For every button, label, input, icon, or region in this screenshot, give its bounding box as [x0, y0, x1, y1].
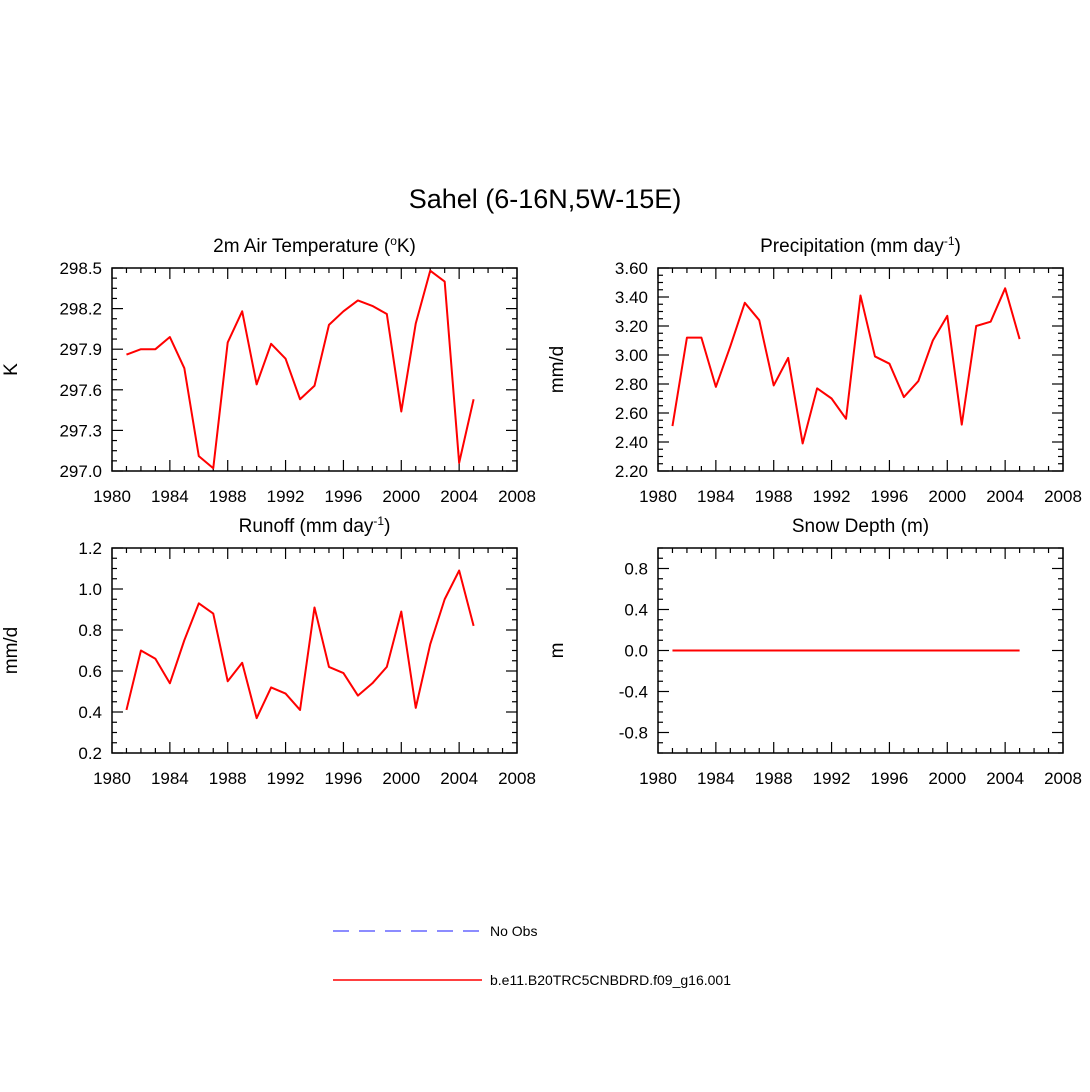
x-tick-label: 1984: [151, 769, 189, 788]
panel-top-left: 2m Air Temperature (oK) K 1980 1984 1988 1992…: [1, 234, 536, 506]
x-tick-label: 1992: [267, 487, 305, 506]
x-tick-label: 1992: [813, 769, 851, 788]
legend: No Obs b.e11.B20TRC5CNBDRD.f09_g16.001: [333, 923, 731, 988]
y-tick-label: 1.2: [78, 539, 102, 558]
y-tick-label: 2.20: [615, 462, 648, 481]
x-tick-label: 2000: [928, 769, 966, 788]
x-tick-label: 1992: [267, 769, 305, 788]
y-tick-label: 297.6: [59, 381, 102, 400]
x-tick-label: 1984: [697, 769, 735, 788]
x-tick-label: 1988: [209, 769, 247, 788]
x-tick-label: 1980: [639, 487, 677, 506]
y-tick-label: 3.60: [615, 259, 648, 278]
y-tick-label: 1.0: [78, 580, 102, 599]
x-tick-label: 2000: [928, 487, 966, 506]
panel-title: 2m Air Temperature (oK): [213, 234, 416, 257]
panel-title: Snow Depth (m): [792, 516, 929, 537]
y-tick-label: 0.2: [78, 744, 102, 763]
y-tick-label: 3.40: [615, 288, 648, 307]
y-axis-label: m: [547, 643, 568, 659]
x-tick-label: 1984: [151, 487, 189, 506]
panel-bottom-left: Runoff (mm day-1) mm/d 1980 1984 1988 1992 199…: [1, 514, 536, 788]
x-tick-label: 1996: [871, 487, 909, 506]
legend-model-label: b.e11.B20TRC5CNBDRD.f09_g16.001: [490, 972, 731, 988]
x-tick-label: 2008: [498, 769, 536, 788]
y-axis-label: mm/d: [1, 627, 22, 675]
x-tick-label: 2008: [1044, 769, 1082, 788]
x-tick-label: 2000: [382, 487, 420, 506]
y-tick-label: 3.00: [615, 346, 648, 365]
y-tick-label: 0.4: [78, 703, 102, 722]
y-tick-label: 0.8: [78, 621, 102, 640]
y-tick-label: 0.6: [78, 662, 102, 681]
y-tick-label: 0.4: [624, 601, 648, 620]
y-tick-label: -0.8: [619, 724, 648, 743]
panels-group: 2m Air Temperature (oK) K 1980 1984 1988 1992…: [1, 234, 1082, 788]
panel-bottom-right: Snow Depth (m) m 1980 1984 1988 1992 1996 2000 2…: [547, 516, 1082, 788]
x-tick-label: 1988: [209, 487, 247, 506]
y-tick-label: 298.2: [59, 300, 102, 319]
x-tick-label: 2008: [498, 487, 536, 506]
x-tick-label: 2000: [382, 769, 420, 788]
plot-frame: [111, 267, 518, 472]
y-tick-label: 3.20: [615, 317, 648, 336]
figure-title: Sahel (6-16N,5W-15E): [409, 184, 682, 214]
y-tick-label: 298.5: [59, 259, 102, 278]
series-line: [125, 569, 475, 720]
y-tick-label: -0.4: [619, 683, 648, 702]
x-tick-label: 2008: [1044, 487, 1082, 506]
panel-title: Precipitation (mm day-1): [760, 234, 961, 257]
y-axis-label: K: [1, 363, 22, 376]
y-tick-label: 2.80: [615, 375, 648, 394]
y-tick-label: 297.9: [59, 340, 102, 359]
x-tick-label: 1996: [325, 487, 363, 506]
x-tick-label: 2004: [440, 769, 478, 788]
x-tick-label: 1996: [325, 769, 363, 788]
legend-no-obs-label: No Obs: [490, 923, 537, 939]
x-tick-label: 1992: [813, 487, 851, 506]
x-tick-label: 2004: [986, 769, 1024, 788]
x-tick-label: 2004: [986, 487, 1024, 506]
plot-frame: [111, 547, 518, 754]
y-axis-label: mm/d: [547, 346, 568, 394]
x-tick-label: 1988: [755, 487, 793, 506]
x-tick-label: 1996: [871, 769, 909, 788]
series-line: [671, 287, 1021, 445]
y-tick-label: 297.3: [59, 421, 102, 440]
panel-title: Runoff (mm day-1): [239, 514, 391, 537]
x-tick-label: 1984: [697, 487, 735, 506]
x-tick-label: 1980: [93, 487, 131, 506]
y-tick-label: 0.0: [624, 642, 648, 661]
y-tick-label: 0.8: [624, 560, 648, 579]
x-tick-label: 1980: [639, 769, 677, 788]
panel-top-right: Precipitation (mm day-1) mm/d 1980 1984 1988…: [547, 234, 1082, 506]
x-tick-label: 1980: [93, 769, 131, 788]
series-line: [126, 269, 475, 470]
y-tick-label: 2.40: [615, 433, 648, 452]
x-tick-label: 1988: [755, 769, 793, 788]
y-tick-label: 297.0: [59, 462, 102, 481]
y-tick-label: 2.60: [615, 404, 648, 423]
x-tick-label: 2004: [440, 487, 478, 506]
